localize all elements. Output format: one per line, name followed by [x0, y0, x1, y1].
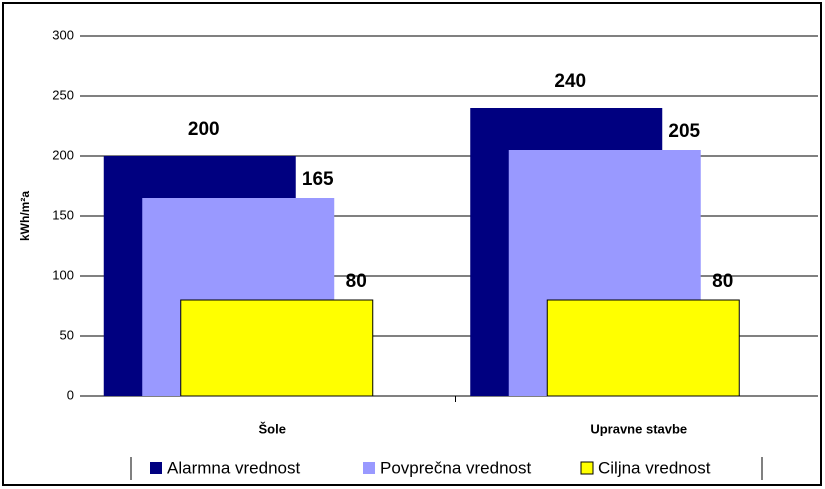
y-tick-label: 100 [52, 267, 74, 282]
value-label: 205 [668, 121, 700, 142]
bar [180, 299, 374, 397]
x-tick-label: Šole [259, 421, 286, 436]
y-tick-label: 150 [52, 207, 74, 222]
y-tick-label: 0 [67, 387, 74, 402]
legend [130, 457, 763, 480]
y-axis-label: kWh/m²a [18, 191, 32, 241]
legend-label: Alarmna vrednost [167, 458, 301, 477]
y-tick-label: 50 [60, 327, 74, 342]
legend-label: Povprečna vrednost [380, 458, 531, 477]
value-label: 200 [188, 119, 220, 140]
bar [546, 299, 740, 397]
legend-marker [363, 462, 375, 474]
x-tick-label: Upravne stavbe [590, 421, 687, 436]
y-tick-label: 200 [52, 147, 74, 162]
y-tick-label: 300 [52, 27, 74, 42]
value-label: 80 [346, 271, 367, 292]
legend-label: Ciljna vrednost [598, 458, 711, 477]
value-label: 80 [712, 271, 733, 292]
legend-marker [580, 461, 594, 475]
value-label: 165 [302, 169, 334, 190]
legend-marker [150, 462, 162, 474]
y-tick-label: 250 [52, 87, 74, 102]
value-label: 240 [554, 71, 586, 92]
